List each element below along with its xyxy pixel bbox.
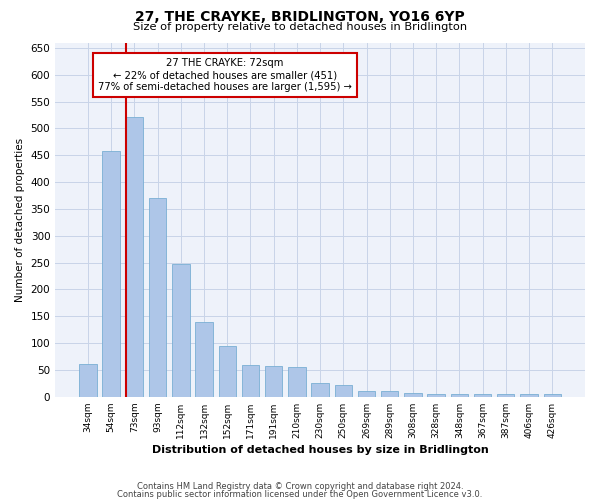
Bar: [103, 152, 120, 397]
Bar: [381, 391, 398, 397]
Text: Contains public sector information licensed under the Open Government Licence v3: Contains public sector information licen…: [118, 490, 482, 499]
Bar: [79, 364, 97, 397]
Bar: [358, 392, 375, 397]
Bar: [196, 322, 213, 397]
Bar: [311, 384, 329, 397]
Text: 27, THE CRAYKE, BRIDLINGTON, YO16 6YP: 27, THE CRAYKE, BRIDLINGTON, YO16 6YP: [135, 10, 465, 24]
Bar: [218, 346, 236, 397]
Bar: [149, 198, 166, 397]
Bar: [427, 394, 445, 397]
Text: 27 THE CRAYKE: 72sqm
← 22% of detached houses are smaller (451)
77% of semi-deta: 27 THE CRAYKE: 72sqm ← 22% of detached h…: [98, 58, 352, 92]
Y-axis label: Number of detached properties: Number of detached properties: [15, 138, 25, 302]
Bar: [520, 394, 538, 397]
Bar: [497, 394, 514, 397]
Text: Size of property relative to detached houses in Bridlington: Size of property relative to detached ho…: [133, 22, 467, 32]
Bar: [544, 394, 561, 397]
Bar: [172, 264, 190, 397]
Bar: [288, 368, 305, 397]
Text: Contains HM Land Registry data © Crown copyright and database right 2024.: Contains HM Land Registry data © Crown c…: [137, 482, 463, 491]
X-axis label: Distribution of detached houses by size in Bridlington: Distribution of detached houses by size …: [152, 445, 488, 455]
Bar: [242, 364, 259, 397]
Bar: [474, 394, 491, 397]
Bar: [404, 393, 422, 397]
Bar: [451, 394, 468, 397]
Bar: [335, 385, 352, 397]
Bar: [265, 366, 283, 397]
Bar: [125, 116, 143, 397]
